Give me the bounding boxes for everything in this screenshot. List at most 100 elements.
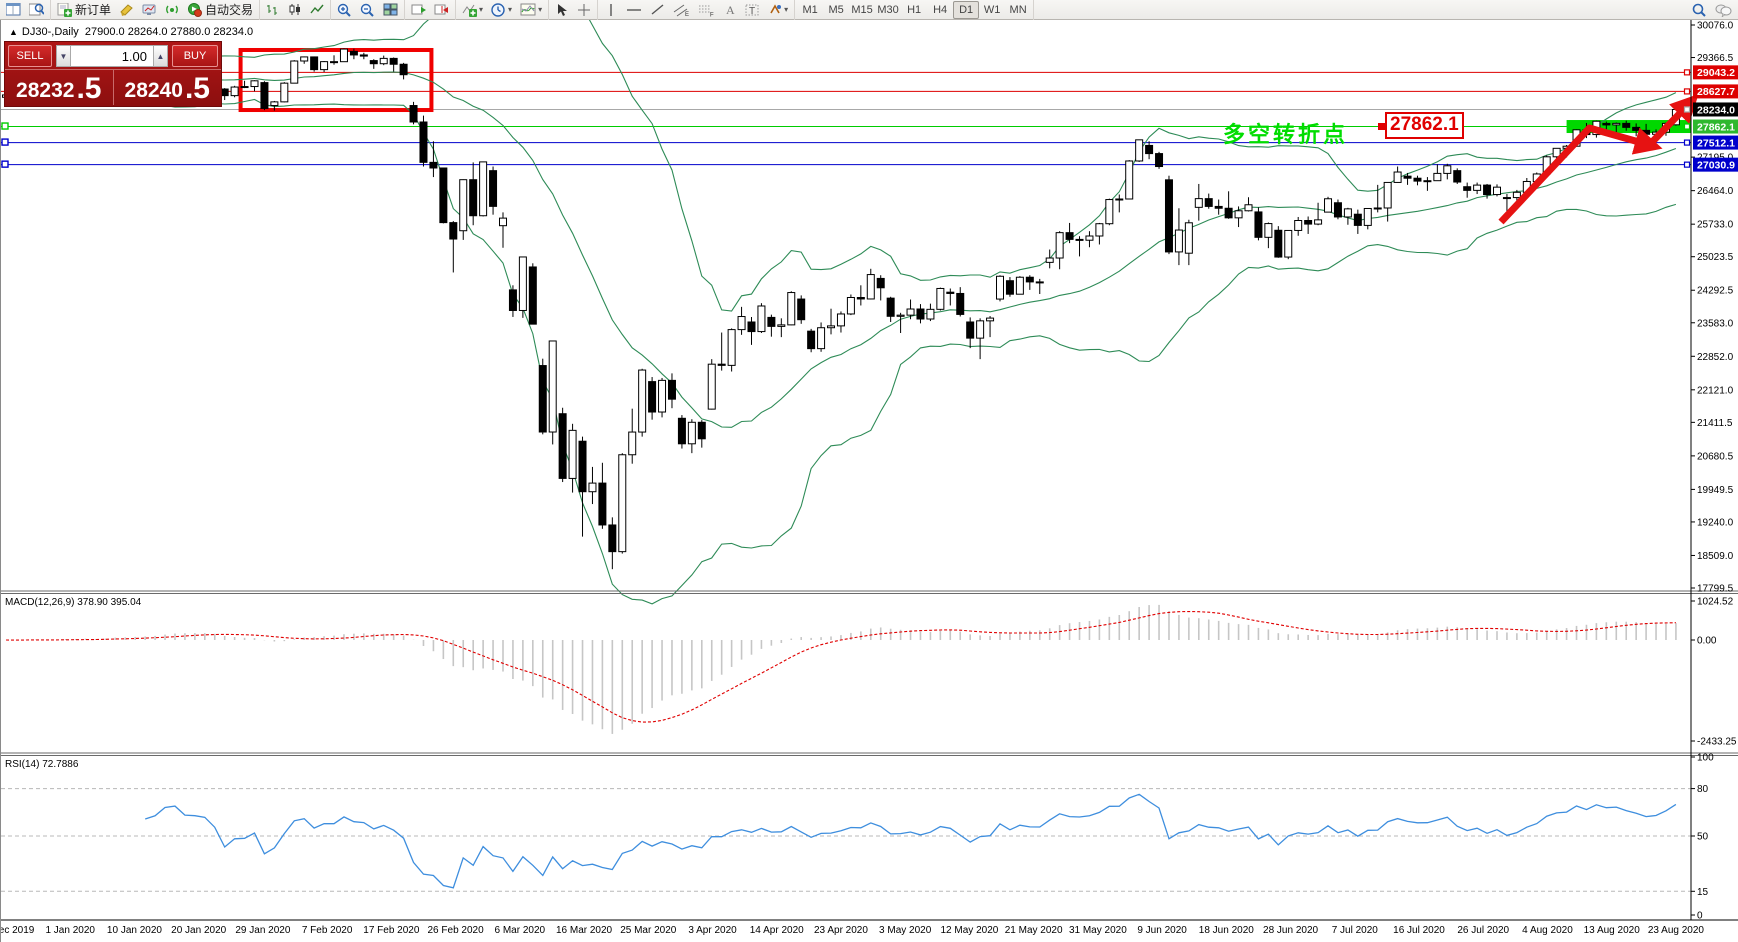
date-axis: 23 Dec 2019 1 Jan 2020 10 Jan 2020 20 Jan 2… [1, 925, 1704, 936]
svg-text:-2433.25: -2433.25 [1697, 737, 1737, 748]
fibonacci-button[interactable]: F [695, 1, 718, 19]
candlestick-button[interactable] [285, 1, 305, 19]
crosshair-button[interactable] [574, 1, 594, 19]
cursor-button[interactable] [552, 1, 572, 19]
timeframe-m30-button[interactable]: M30 [877, 3, 899, 16]
svg-text:29043.2: 29043.2 [1697, 67, 1735, 79]
arrows-button[interactable]: ▾ [765, 1, 791, 19]
consolidation-box [238, 47, 434, 113]
svg-text:4 Aug 2020: 4 Aug 2020 [1522, 925, 1573, 936]
svg-text:16 Mar 2020: 16 Mar 2020 [556, 925, 613, 936]
sell-price-main: 28232 [16, 79, 75, 102]
svg-text:19240.0: 19240.0 [1697, 517, 1734, 528]
svg-text:28 Jun 2020: 28 Jun 2020 [1263, 925, 1318, 936]
svg-text:25 Mar 2020: 25 Mar 2020 [620, 925, 677, 936]
text-button[interactable]: A [720, 1, 740, 19]
svg-text:18509.0: 18509.0 [1697, 551, 1734, 562]
svg-text:27512.1: 27512.1 [1697, 137, 1735, 149]
svg-text:16 Jul 2020: 16 Jul 2020 [1393, 925, 1445, 936]
svg-text:24292.5: 24292.5 [1697, 286, 1734, 297]
data-window-button[interactable] [26, 1, 47, 19]
auto-scroll-button[interactable] [408, 1, 429, 19]
periods-caret-icon: ▾ [508, 5, 513, 14]
autotrading-button[interactable]: 自动交易 [184, 1, 256, 19]
svg-text:6 Mar 2020: 6 Mar 2020 [495, 925, 546, 936]
autotrading-label: 自动交易 [205, 3, 254, 17]
svg-text:25023.5: 25023.5 [1697, 252, 1734, 263]
timeframe-group: M1 M5 M15 M30 H1 H4 D1 W1 MN [795, 0, 1035, 20]
chart-canvas[interactable]: 30076.029366.527195.026464.025733.025023… [1, 20, 1738, 942]
svg-text:1 Jan 2020: 1 Jan 2020 [45, 925, 95, 936]
svg-text:27030.9: 27030.9 [1697, 159, 1735, 171]
chart-shift-button[interactable] [431, 1, 452, 19]
rsi-label: RSI(14) 72.7886 [5, 759, 79, 770]
templates-caret-icon: ▾ [538, 5, 543, 14]
svg-text:25733.0: 25733.0 [1697, 220, 1734, 231]
trendline-button[interactable] [647, 1, 668, 19]
svg-text:E: E [685, 12, 689, 17]
chart-window[interactable]: 30076.029366.527195.026464.025733.025023… [0, 20, 1738, 942]
timeframe-m5-button[interactable]: M5 [828, 3, 844, 16]
arrows-caret-icon: ▾ [784, 5, 789, 14]
macd-values: 378.90 395.04 [77, 597, 142, 608]
svg-text:12 May 2020: 12 May 2020 [941, 925, 999, 936]
text-label-button[interactable]: T [742, 1, 763, 19]
equidistant-channel-button[interactable]: E [670, 1, 693, 19]
price-tag-connector [1378, 123, 1385, 130]
rsi-line [145, 793, 1677, 889]
timeframe-m1-button[interactable]: M1 [802, 3, 818, 16]
svg-text:21411.5: 21411.5 [1697, 418, 1733, 429]
horizontal-line-button[interactable] [623, 1, 645, 19]
zoom-in-button[interactable] [334, 1, 355, 19]
volume-up-button[interactable]: ▲ [153, 45, 168, 67]
svg-text:28234.0: 28234.0 [1697, 104, 1735, 116]
zoom-out-button[interactable] [357, 1, 378, 19]
templates-button[interactable]: ▾ [517, 1, 545, 19]
svg-text:A: A [726, 3, 735, 16]
vertical-line-button[interactable] [601, 1, 621, 19]
svg-text:0: 0 [1697, 911, 1703, 922]
chat-icon[interactable] [1712, 1, 1735, 19]
metaeditor-button[interactable] [116, 1, 137, 19]
new-order-button[interactable]: 新订单 [54, 1, 114, 19]
buy-price[interactable]: 28240.5 [114, 70, 222, 105]
timeframe-h4-button[interactable]: H4 [933, 3, 948, 16]
svg-text:17 Feb 2020: 17 Feb 2020 [363, 925, 420, 936]
chart-symbol-period: DJ30-,Daily [21, 26, 79, 38]
buy-button[interactable]: BUY [172, 45, 218, 67]
svg-text:21 May 2020: 21 May 2020 [1005, 925, 1063, 936]
tile-windows-button[interactable] [380, 1, 401, 19]
sell-price-frac: .5 [76, 71, 102, 105]
timeframe-mn-button[interactable]: MN [1009, 3, 1027, 16]
strategy-tester-button[interactable] [139, 1, 160, 19]
timeframe-m15-button[interactable]: M15 [851, 3, 873, 16]
volume-input[interactable]: 1.00 [71, 45, 153, 67]
signals-button[interactable] [162, 1, 182, 19]
timeframe-h1-button[interactable]: H1 [907, 3, 922, 16]
macd-axis: 1024.52 0.00 -2433.25 [1691, 597, 1737, 748]
timeframe-w1-button[interactable]: W1 [983, 3, 1001, 16]
bar-chart-button[interactable] [263, 1, 283, 19]
macd-label: MACD(12,26,9) 378.90 395.04 [5, 597, 142, 608]
svg-text:23 Apr 2020: 23 Apr 2020 [814, 925, 868, 936]
svg-text:F: F [710, 12, 714, 17]
rsi-value: 72.7886 [42, 759, 79, 770]
search-icon[interactable] [1689, 1, 1710, 19]
svg-text:20680.5: 20680.5 [1697, 451, 1734, 462]
market-watch-button[interactable] [3, 1, 24, 19]
svg-text:7 Feb 2020: 7 Feb 2020 [302, 925, 353, 936]
sell-price[interactable]: 28232.5 [5, 70, 114, 105]
line-chart-button[interactable] [307, 1, 327, 19]
indicators-button[interactable]: ▾ [459, 1, 486, 19]
periods-button[interactable]: ▾ [488, 1, 515, 19]
sell-button[interactable]: SELL [8, 45, 52, 67]
svg-text:100: 100 [1697, 753, 1714, 764]
collapse-triangle-icon[interactable]: ▲ [9, 27, 18, 37]
volume-down-button[interactable]: ▼ [56, 45, 71, 67]
svg-text:1024.52: 1024.52 [1697, 597, 1734, 608]
svg-text:26 Jul 2020: 26 Jul 2020 [1457, 925, 1509, 936]
svg-text:15: 15 [1697, 887, 1709, 898]
timeframe-d1-button[interactable]: D1 [953, 0, 980, 19]
rsi-axis: 100 80 50 15 0 [1691, 753, 1714, 922]
one-click-trade-panel: SELL ▼ 1.00 ▲ BUY 28232.5 28240.5 [4, 41, 222, 107]
